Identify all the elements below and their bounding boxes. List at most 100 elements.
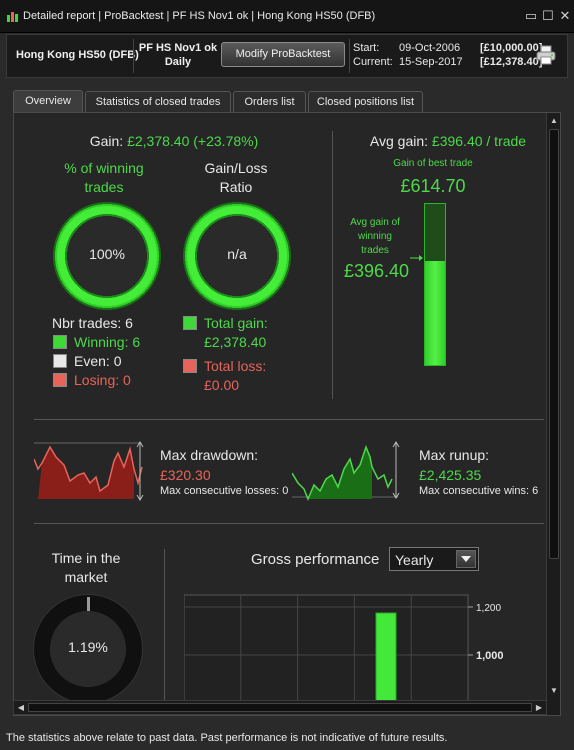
header-separator	[133, 39, 134, 73]
y-tick-label: 1,000	[476, 650, 504, 662]
time-in-market-value: 1.19%	[68, 639, 108, 655]
avg-winning-label-line2: winning	[358, 231, 392, 242]
overview-panel: Gain: £2,378.40 (+23.78%) % of winning t…	[13, 112, 561, 716]
time-in-market-title-line2: market	[64, 569, 108, 585]
start-capital: [£10,000.00]	[480, 42, 543, 54]
section-divider	[34, 523, 544, 524]
max-runup-value: £2,425.35	[419, 467, 482, 483]
total-gain-value: £2,378.40	[204, 334, 267, 350]
current-label: Current:	[353, 56, 393, 68]
gain-loss-ratio-value: n/a	[227, 246, 247, 262]
avg-winning-label-line1: Avg gain of	[350, 217, 400, 228]
gain-summary: Gain: £2,378.40 (+23.78%)	[14, 133, 334, 149]
time-in-market-title: Time in the market	[34, 549, 138, 587]
gain-value: £2,378.40 (+23.78%)	[127, 133, 259, 149]
winning-pct-title: % of winning trades	[40, 159, 168, 197]
avg-gain-summary: Avg gain: £396.40 / trade	[334, 133, 560, 149]
vertical-scrollbar[interactable]: ▲ ▼	[546, 113, 560, 715]
total-gain-label: Total gain:	[204, 315, 268, 331]
horizontal-scroll-thumb[interactable]	[28, 703, 532, 712]
gain-loss-ratio-gauge: n/a	[183, 202, 291, 310]
avg-winning-label-line3: trades	[361, 245, 389, 256]
total-loss-label: Total loss:	[204, 358, 267, 374]
gross-performance-period-select[interactable]: Yearly	[389, 547, 479, 571]
section-vertical-divider	[164, 549, 165, 715]
max-runup-label: Max runup:	[419, 447, 490, 463]
nbr-trades: Nbr trades: 6	[52, 315, 133, 331]
current-capital: [£12,378.40]	[480, 56, 543, 68]
losing-legend-swatch	[53, 373, 67, 387]
scroll-down-icon[interactable]: ▼	[550, 686, 558, 695]
winning-legend-swatch	[53, 335, 67, 349]
instrument-name: Hong Kong HS50 (DFB)	[16, 49, 139, 61]
tab-statistics-closed-trades[interactable]: Statistics of closed trades	[85, 91, 231, 112]
tab-closed-positions-list[interactable]: Closed positions list	[308, 91, 423, 112]
winning-pct-title-line1: % of winning	[64, 160, 144, 176]
total-loss-swatch	[183, 359, 197, 373]
maximize-button[interactable]: ☐	[542, 8, 554, 23]
even-count: Even: 0	[74, 353, 122, 369]
avg-winning-label: Avg gain of winning trades	[336, 216, 414, 258]
losing-count: Losing: 0	[74, 372, 131, 388]
ratio-title-line2: Ratio	[219, 179, 253, 195]
avg-gain-label: Avg gain:	[369, 133, 432, 149]
max-drawdown-value: £320.30	[160, 467, 211, 483]
app-icon	[7, 12, 18, 22]
drawdown-mini-chart	[34, 441, 144, 501]
winning-count: Winning: 6	[74, 334, 141, 350]
avg-gain-gauge-fill	[425, 261, 445, 365]
close-button[interactable]: ✕	[559, 8, 571, 23]
scroll-left-icon[interactable]: ◀	[17, 703, 25, 712]
print-icon[interactable]	[535, 45, 557, 65]
window-titlebar: Detailed report | ProBacktest | PF HS No…	[0, 0, 574, 33]
scroll-up-icon[interactable]: ▲	[550, 116, 558, 125]
gross-performance-title: Gross performance	[251, 551, 380, 568]
horizontal-scrollbar[interactable]: ◀ ▶	[13, 700, 547, 715]
avg-winning-value: £396.40	[344, 261, 410, 281]
system-info: PF HS Nov1 ok Daily	[138, 41, 218, 69]
avg-gain-gauge	[424, 203, 446, 366]
total-gain-swatch	[183, 316, 197, 330]
total-loss-value: £0.00	[204, 377, 240, 393]
avg-gain-value: £396.40 / trade	[431, 133, 527, 149]
max-consecutive-wins: Max consecutive wins: 6	[419, 485, 539, 497]
scroll-right-icon[interactable]: ▶	[535, 703, 543, 712]
window-title: Detailed report | ProBacktest | PF HS No…	[23, 10, 376, 22]
overview-vertical-divider	[332, 131, 333, 399]
gain-label: Gain:	[89, 133, 128, 149]
arrow-right-icon	[410, 255, 423, 261]
gain-loss-ratio-title: Gain/Loss Ratio	[172, 159, 300, 197]
header-separator	[349, 39, 350, 73]
runup-mini-chart	[292, 441, 400, 501]
best-trade-value: £614.70	[400, 176, 466, 196]
time-in-market-gauge: 1.19%	[34, 595, 142, 703]
period-select-value: Yearly	[395, 552, 434, 568]
report-header: Hong Kong HS50 (DFB) PF HS Nov1 ok Daily…	[6, 34, 568, 78]
dropdown-arrow-icon	[461, 556, 471, 562]
time-in-market-gauge-tick	[87, 597, 90, 611]
y-tick-label: 1,200	[476, 603, 501, 614]
winning-pct-value: 100%	[89, 246, 125, 262]
modify-probacktest-button[interactable]: Modify ProBacktest	[221, 42, 345, 67]
system-period: Daily	[164, 56, 192, 68]
section-divider	[34, 419, 544, 420]
current-date: 15-Sep-2017	[399, 56, 463, 68]
time-in-market-title-line1: Time in the	[51, 550, 121, 566]
max-drawdown-label: Max drawdown:	[160, 447, 259, 463]
winning-pct-title-line2: trades	[84, 179, 124, 195]
start-label: Start:	[353, 42, 380, 54]
chart-bar	[375, 612, 397, 715]
start-date: 09-Oct-2006	[399, 42, 461, 54]
tab-overview[interactable]: Overview	[13, 90, 83, 112]
best-trade-label: Gain of best trade	[393, 158, 473, 169]
ratio-title-line1: Gain/Loss	[204, 160, 268, 176]
winning-pct-gauge: 100%	[53, 202, 161, 310]
minimize-button[interactable]: ▭	[524, 8, 538, 23]
max-consecutive-losses: Max consecutive losses: 0	[160, 485, 289, 497]
vertical-scroll-thumb[interactable]	[549, 129, 559, 559]
tab-orders-list[interactable]: Orders list	[233, 91, 306, 112]
period-select-button[interactable]	[456, 550, 476, 568]
disclaimer-text: The statistics above relate to past data…	[6, 732, 448, 744]
system-name: PF HS Nov1 ok	[138, 42, 218, 54]
